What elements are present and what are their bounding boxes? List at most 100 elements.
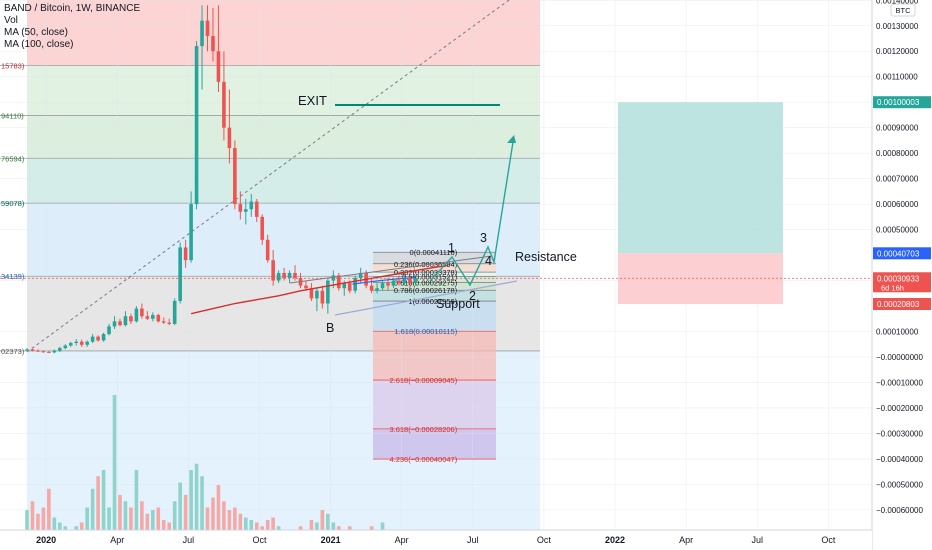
volume-bar: [156, 507, 161, 545]
volume-bar: [112, 395, 117, 545]
ma50-line: [190, 264, 449, 315]
background-layer: [0, 0, 540, 550]
volume-bar: [222, 501, 226, 545]
candle: [222, 51, 226, 141]
price-tag: [873, 247, 931, 260]
price-tag-label: 0.00020803: [877, 300, 920, 309]
candle-body: [140, 308, 144, 317]
ma50-label: MA (50, close): [4, 27, 68, 38]
fib-ext-levels: 0(0.00041116) 0.236(0.00036594)0.382(0.00…: [373, 248, 496, 464]
price-axis: 0.00140000 0.00130000 0.00120000 0.00110000…: [871, 0, 932, 550]
candle: [145, 311, 150, 321]
currency-badge-label: BTC: [896, 6, 912, 15]
symbol-title: BAND / Bitcoin, 1W, BINANCE: [4, 3, 141, 14]
fib-level-label: 1(0.00021956): [408, 297, 457, 306]
candle-body: [380, 283, 385, 289]
candle-body: [101, 334, 106, 341]
volume-bar: [200, 476, 204, 545]
volume-bar: [227, 510, 232, 545]
left-fib-label: 02373): [1, 347, 25, 356]
fib-level-label: 2.618(−0.00009045): [389, 376, 457, 385]
time-tick-label: Jul: [183, 535, 195, 545]
volume-bar: [118, 495, 122, 545]
volume-bar: [216, 485, 221, 545]
candle: [172, 298, 177, 326]
fib-level-label: 0.786(0.00026178): [394, 286, 458, 295]
candle-body: [391, 280, 396, 286]
price-tag: [873, 96, 931, 109]
candle: [211, 7, 215, 62]
price-tick-label: −0.00000000: [876, 353, 923, 362]
resistance-label: Resistance: [515, 250, 577, 264]
time-tick-label: Oct: [537, 535, 552, 545]
volume-bar: [25, 510, 29, 545]
candle-body: [36, 350, 40, 352]
candle: [238, 191, 243, 220]
price-tag-countdown: 6d 16h: [881, 283, 904, 292]
exit-label: EXIT: [298, 93, 327, 108]
candle-body: [260, 216, 265, 240]
price-tick-label: −0.00040000: [876, 455, 923, 464]
time-tick-label: Apr: [110, 535, 124, 545]
price-tick-label: −0.00060000: [876, 506, 923, 515]
candle: [161, 317, 166, 324]
time-tick-label: Apr: [679, 535, 693, 545]
candle: [189, 191, 193, 263]
fib-ext-zone: [373, 428, 496, 460]
volume-bar: [178, 482, 182, 545]
volume-bar: [101, 470, 106, 545]
volume-bar: [233, 507, 237, 545]
candle: [265, 234, 270, 263]
wave-2-label: 2: [469, 289, 476, 303]
candle: [41, 350, 46, 353]
candle-body: [52, 350, 57, 353]
candle-body: [79, 341, 84, 345]
fib-level-label: 0.236(0.00036594): [394, 260, 458, 269]
candle-body: [112, 321, 117, 327]
candle-body: [369, 285, 374, 291]
candle-body: [287, 272, 292, 279]
price-tick-label: −0.00020000: [876, 404, 923, 413]
left-fib-label: 94110): [1, 111, 24, 120]
price-tick-label: 0.00130000: [876, 22, 919, 31]
candle-body: [205, 20, 210, 36]
candle: [30, 348, 35, 352]
candle-body: [107, 326, 111, 335]
volume-bar: [326, 513, 330, 545]
candle: [320, 285, 325, 309]
candle-body: [358, 272, 363, 279]
candle-body: [238, 204, 243, 212]
candle-body: [408, 278, 412, 284]
candle-body: [211, 35, 215, 52]
volume-bar: [140, 501, 144, 545]
candle-body: [397, 280, 401, 284]
candle: [375, 283, 379, 294]
fib-zone-top-red: [27, 0, 540, 66]
wave-4-label: 4: [485, 254, 492, 268]
fib-ext-zone: [373, 282, 496, 291]
time-tick-label: 2021: [321, 535, 341, 545]
candle: [200, 5, 204, 90]
volume-bar: [90, 488, 95, 545]
volume-bar: [85, 507, 89, 545]
fib-zone-green-2: [27, 115, 540, 159]
candle-body: [161, 321, 166, 323]
candle-body: [30, 349, 35, 351]
candle: [304, 280, 308, 291]
projected-path: [429, 141, 514, 287]
candle: [90, 334, 95, 343]
candle: [151, 312, 155, 322]
candle: [178, 242, 182, 304]
candle-body: [227, 127, 232, 149]
candle-body: [320, 290, 325, 304]
candle-body: [118, 321, 122, 326]
long-position-tool: [618, 102, 783, 305]
price-tag: [873, 298, 931, 311]
price-tick-label: 0.00070000: [876, 175, 919, 184]
volume-bar: [172, 501, 177, 545]
candle: [402, 275, 407, 286]
volume-bar: [145, 513, 150, 545]
candle: [129, 313, 133, 324]
